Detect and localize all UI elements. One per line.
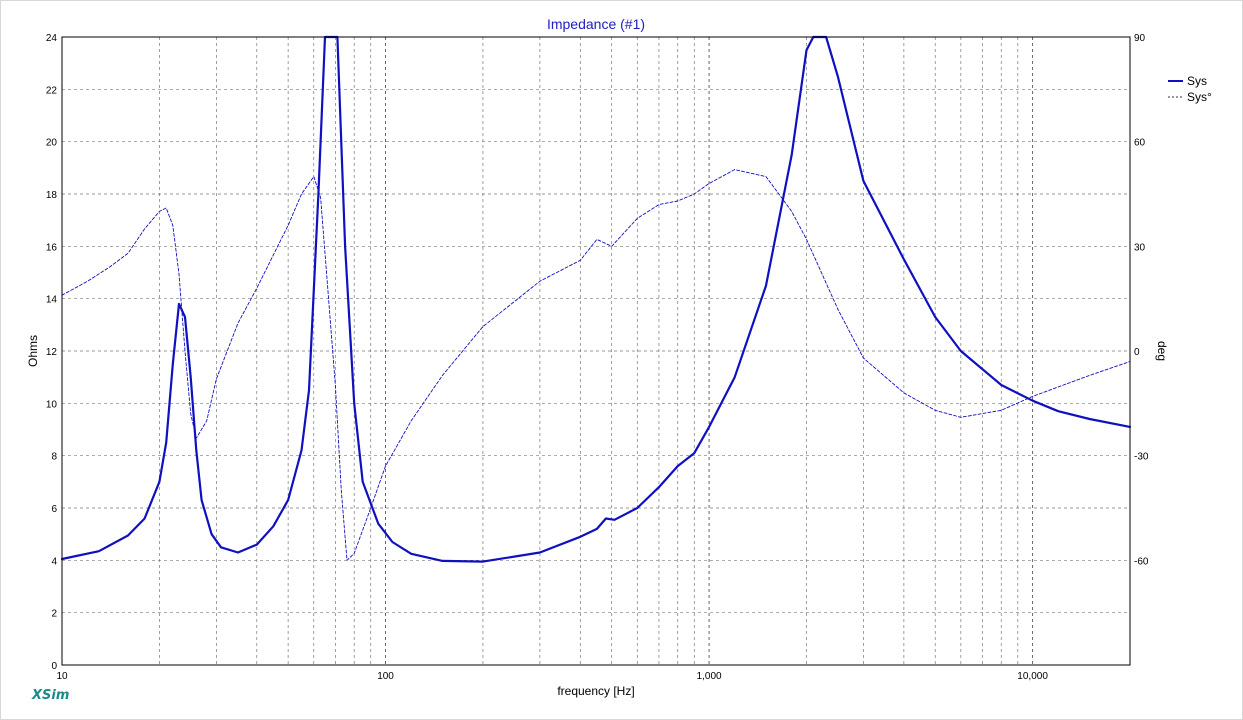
y2-tick-label: -30 <box>1134 452 1149 463</box>
y-tick-label: 16 <box>46 242 58 253</box>
xsim-logo: XSim <box>32 688 70 703</box>
y2-tick-label: 30 <box>1134 242 1146 253</box>
plot-border <box>61 36 1131 666</box>
y2-tick-label: 0 <box>1134 347 1140 358</box>
y-tick-label: 14 <box>46 295 58 306</box>
x-tick-label: 10 <box>56 671 68 682</box>
y2-tick-label: 90 <box>1134 33 1146 44</box>
chart-title: Impedance (#1) <box>547 16 645 32</box>
series-line-sys <box>60 35 1132 563</box>
x-tick-label: 1,000 <box>697 671 722 682</box>
legend: Sys Sys° <box>1168 74 1212 104</box>
series-layer <box>60 35 1132 563</box>
y-tick-label: 22 <box>46 85 58 96</box>
y2-tick-label: -60 <box>1134 556 1149 567</box>
y-tick-label: 12 <box>46 347 58 358</box>
y-tick-label: 0 <box>51 661 57 672</box>
x-tick-labels: 10 100 1,000 10,000 <box>56 671 1048 682</box>
y-tick-label: 6 <box>51 504 57 515</box>
x-tick-label: 10,000 <box>1017 671 1048 682</box>
x-tick-label: 100 <box>377 671 394 682</box>
y-tick-label: 8 <box>51 452 57 463</box>
y2-tick-label: 60 <box>1134 138 1146 149</box>
y2-tick-labels: -60 -30 0 30 60 90 <box>1134 33 1149 567</box>
legend-label-sys-phase: Sys° <box>1187 90 1212 104</box>
y2-axis-label: deg <box>1155 341 1169 361</box>
y-tick-label: 20 <box>46 138 58 149</box>
y-tick-label: 18 <box>46 190 58 201</box>
y-tick-label: 24 <box>46 33 58 44</box>
legend-label-sys: Sys <box>1187 74 1207 88</box>
y-tick-label: 10 <box>46 399 58 410</box>
y-tick-label: 2 <box>51 609 57 620</box>
y-tick-label: 4 <box>51 556 57 567</box>
x-axis-label: frequency [Hz] <box>557 684 634 698</box>
y-axis-label: Ohms <box>26 335 40 367</box>
series-line-sys-phase <box>61 169 1131 561</box>
grid <box>62 37 1130 665</box>
